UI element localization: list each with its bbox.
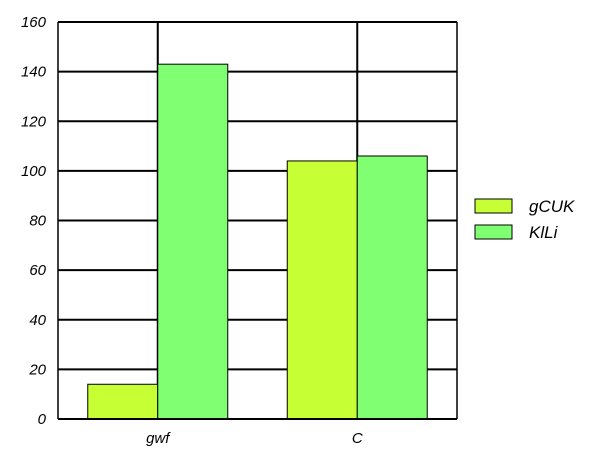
y-tick-label: 60 (29, 262, 46, 279)
y-tick-label: 0 (38, 411, 47, 428)
y-tick-label: 120 (21, 113, 47, 130)
x-tick-label: gwf (146, 430, 171, 447)
y-tick-label: 140 (21, 64, 47, 81)
legend-swatch-gCUK (474, 198, 513, 214)
bar-gCUK-C (286, 160, 358, 420)
legend-label-KlLi: KlLi (529, 223, 559, 242)
legend: gCUK KlLi (474, 197, 575, 242)
y-tick-label: 100 (21, 163, 47, 180)
y-tick-label: 20 (28, 361, 46, 378)
plot-frame (57, 21, 458, 420)
y-tick-label: 160 (21, 14, 47, 31)
bar-gCUK-gwf (87, 383, 159, 420)
x-tick-label: C (352, 430, 363, 447)
bars (87, 63, 428, 420)
y-tick-label: 40 (29, 312, 46, 329)
bar-KlLi-gwf (157, 63, 229, 420)
legend-swatch-KlLi (474, 224, 513, 240)
y-axis-ticks: 0 20 40 60 80 100 120 140 160 (21, 14, 47, 428)
legend-label-gCUK: gCUK (529, 197, 575, 216)
y-tick-label: 80 (29, 213, 46, 230)
bar-KlLi-C (356, 155, 428, 420)
x-axis-ticks: gwf C (146, 430, 363, 447)
